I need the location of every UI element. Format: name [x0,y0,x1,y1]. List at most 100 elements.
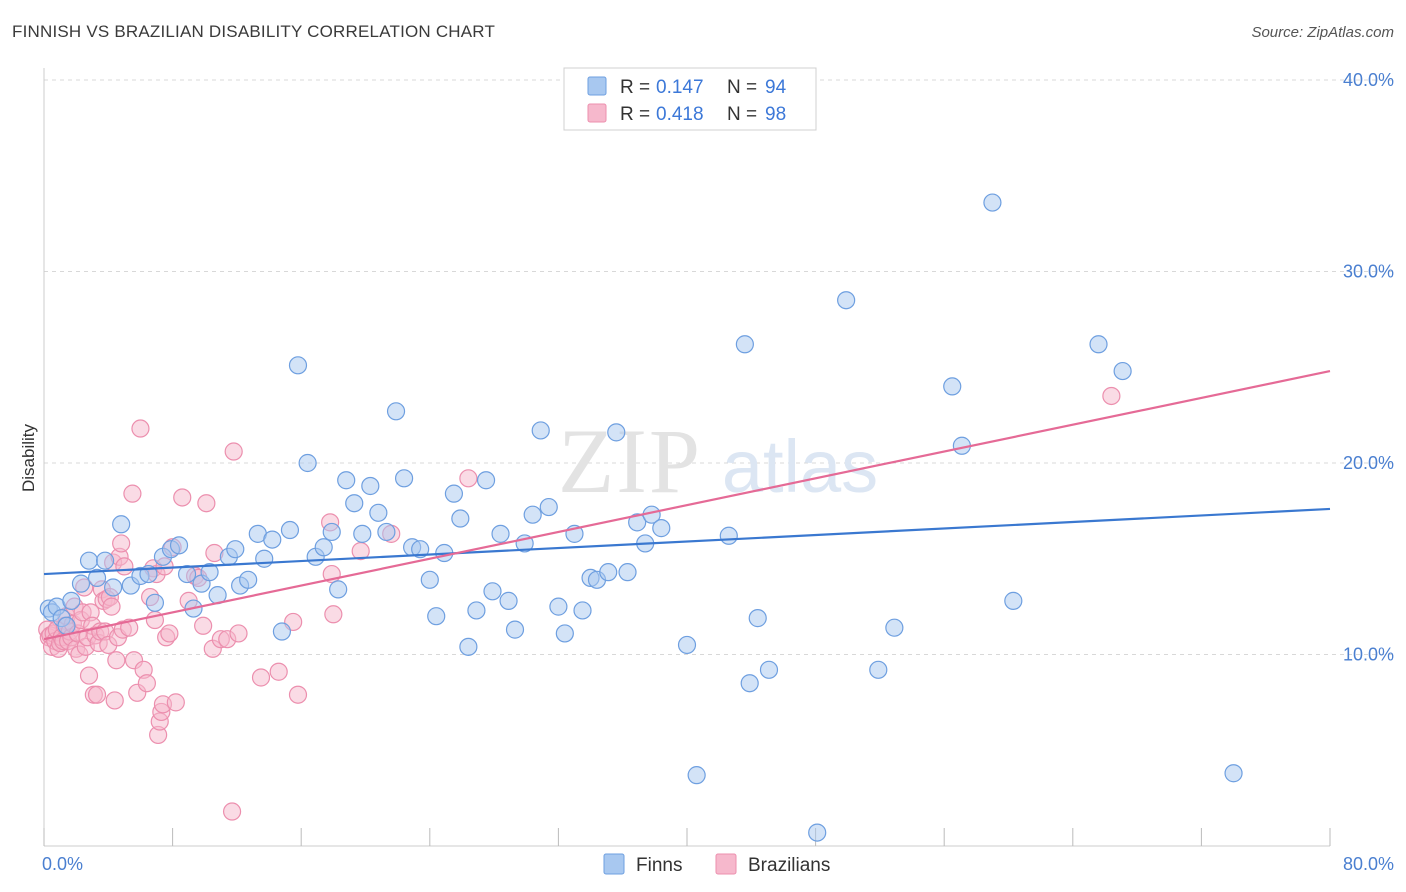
finns-point [353,524,372,543]
finns-point [263,530,282,549]
x-tick-label: 0.0% [42,854,83,874]
finns-point [104,578,123,597]
finns-point [420,570,439,589]
brazilians-point [123,484,142,503]
brazilians-point [194,616,213,635]
finns-point [226,540,245,559]
finns-point [869,660,888,679]
y-axis-label: Disability [19,423,38,492]
finns-point [459,637,478,656]
finns-bottom-swatch [603,853,625,875]
finns-point [748,609,767,628]
finns-point [555,624,574,643]
finns-point [719,526,738,545]
finns-point [735,335,754,354]
brazilians-r-value: 0.418 [656,104,704,125]
watermark-zip: ZIP [558,410,702,512]
finns-point [467,601,486,620]
chart-title: FINNISH VS BRAZILIAN DISABILITY CORRELAT… [12,22,496,41]
finns-point [505,620,525,639]
finns-point [79,551,99,570]
finns-point [361,476,380,496]
finns-point [1089,335,1108,354]
finns-r-label: R = [620,77,650,98]
finns-point [337,471,356,490]
x-tick-label: 80.0% [1343,854,1394,874]
brazilians-point [102,597,121,616]
brazilians-bottom-swatch [715,853,737,875]
y-tick-label: 20.0% [1343,453,1394,473]
finns-point [808,823,827,842]
brazilians-point [137,674,156,693]
trend-lines [43,370,1331,641]
brazilians-point [105,691,124,710]
finns-point [177,564,197,584]
finns-point [523,505,542,524]
finns-point [491,524,510,543]
brazilians-point [251,668,271,687]
finns-point [239,570,258,589]
finns-point [483,582,502,601]
brazilians-point [166,693,185,712]
finns-point [652,519,671,538]
brazilians-point [107,651,126,670]
finns-point [677,635,697,655]
finns-point [476,471,496,490]
finns-point [298,453,317,473]
finns-point [314,538,333,557]
finns-point [444,484,464,503]
brazilians-point [197,494,216,513]
finns-points [39,193,1243,842]
finns-point [87,568,107,588]
finns-point [687,766,706,785]
brazilians-point [79,666,99,685]
finns-point [200,563,219,582]
finns-point [386,402,406,421]
brazilians-point [229,624,248,643]
finns-point [943,377,962,396]
finns-point [57,616,76,635]
finns-point [169,536,189,555]
x-tick-labels: 0.0% 80.0% [42,854,1394,874]
brazilians-trend-line [43,370,1331,641]
finns-point [628,513,647,532]
brazilians-n-value: 98 [765,104,786,125]
finns-point [740,674,759,693]
y-tick-label: 40.0% [1343,70,1394,90]
finns-point [983,193,1002,212]
brazilians-bottom-label: Brazilians [748,855,830,876]
finns-point [427,607,446,626]
finns-point [549,597,568,616]
grid-lines [44,79,1394,655]
finns-point [499,591,518,610]
stats-legend: R = 0.147 N = 94 R = 0.418 N = 98 [563,67,817,131]
finns-point [618,563,637,582]
y-tick-label: 30.0% [1343,262,1394,282]
source-label: Source: ZipAtlas.com [1251,24,1394,41]
brazilians-point [459,469,478,488]
finns-legend-swatch [587,76,607,96]
finns-point [539,497,558,517]
finns-point [885,618,904,637]
finns-point [71,574,91,593]
y-tick-label: 10.0% [1343,645,1394,665]
finns-bottom-label: Finns [636,855,682,876]
finns-point [1224,764,1243,783]
brazilians-point [222,802,242,821]
finns-point [394,469,414,488]
finns-point [280,520,300,540]
finns-point [451,509,470,528]
brazilians-point [87,685,107,704]
brazilians-n-label: N = [727,104,757,125]
finns-point [837,291,856,310]
finns-point [369,503,388,522]
brazilians-point [288,685,308,704]
finns-point [1004,591,1023,610]
finns-point [322,522,341,542]
finns-point [345,494,364,513]
finns-point [377,522,396,542]
finns-point [573,601,592,620]
brazilians-point [131,419,150,438]
y-tick-labels: 10.0% 20.0% 30.0% 40.0% [1343,70,1394,665]
